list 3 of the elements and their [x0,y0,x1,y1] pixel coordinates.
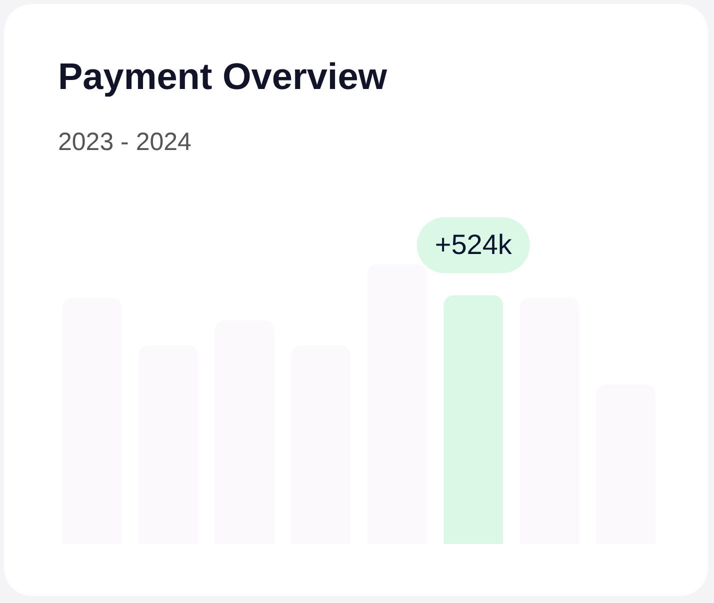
chart-title: Payment Overview [58,56,388,98]
chart-subtitle: 2023 - 2024 [58,128,192,157]
data-label: +524k [434,228,513,260]
